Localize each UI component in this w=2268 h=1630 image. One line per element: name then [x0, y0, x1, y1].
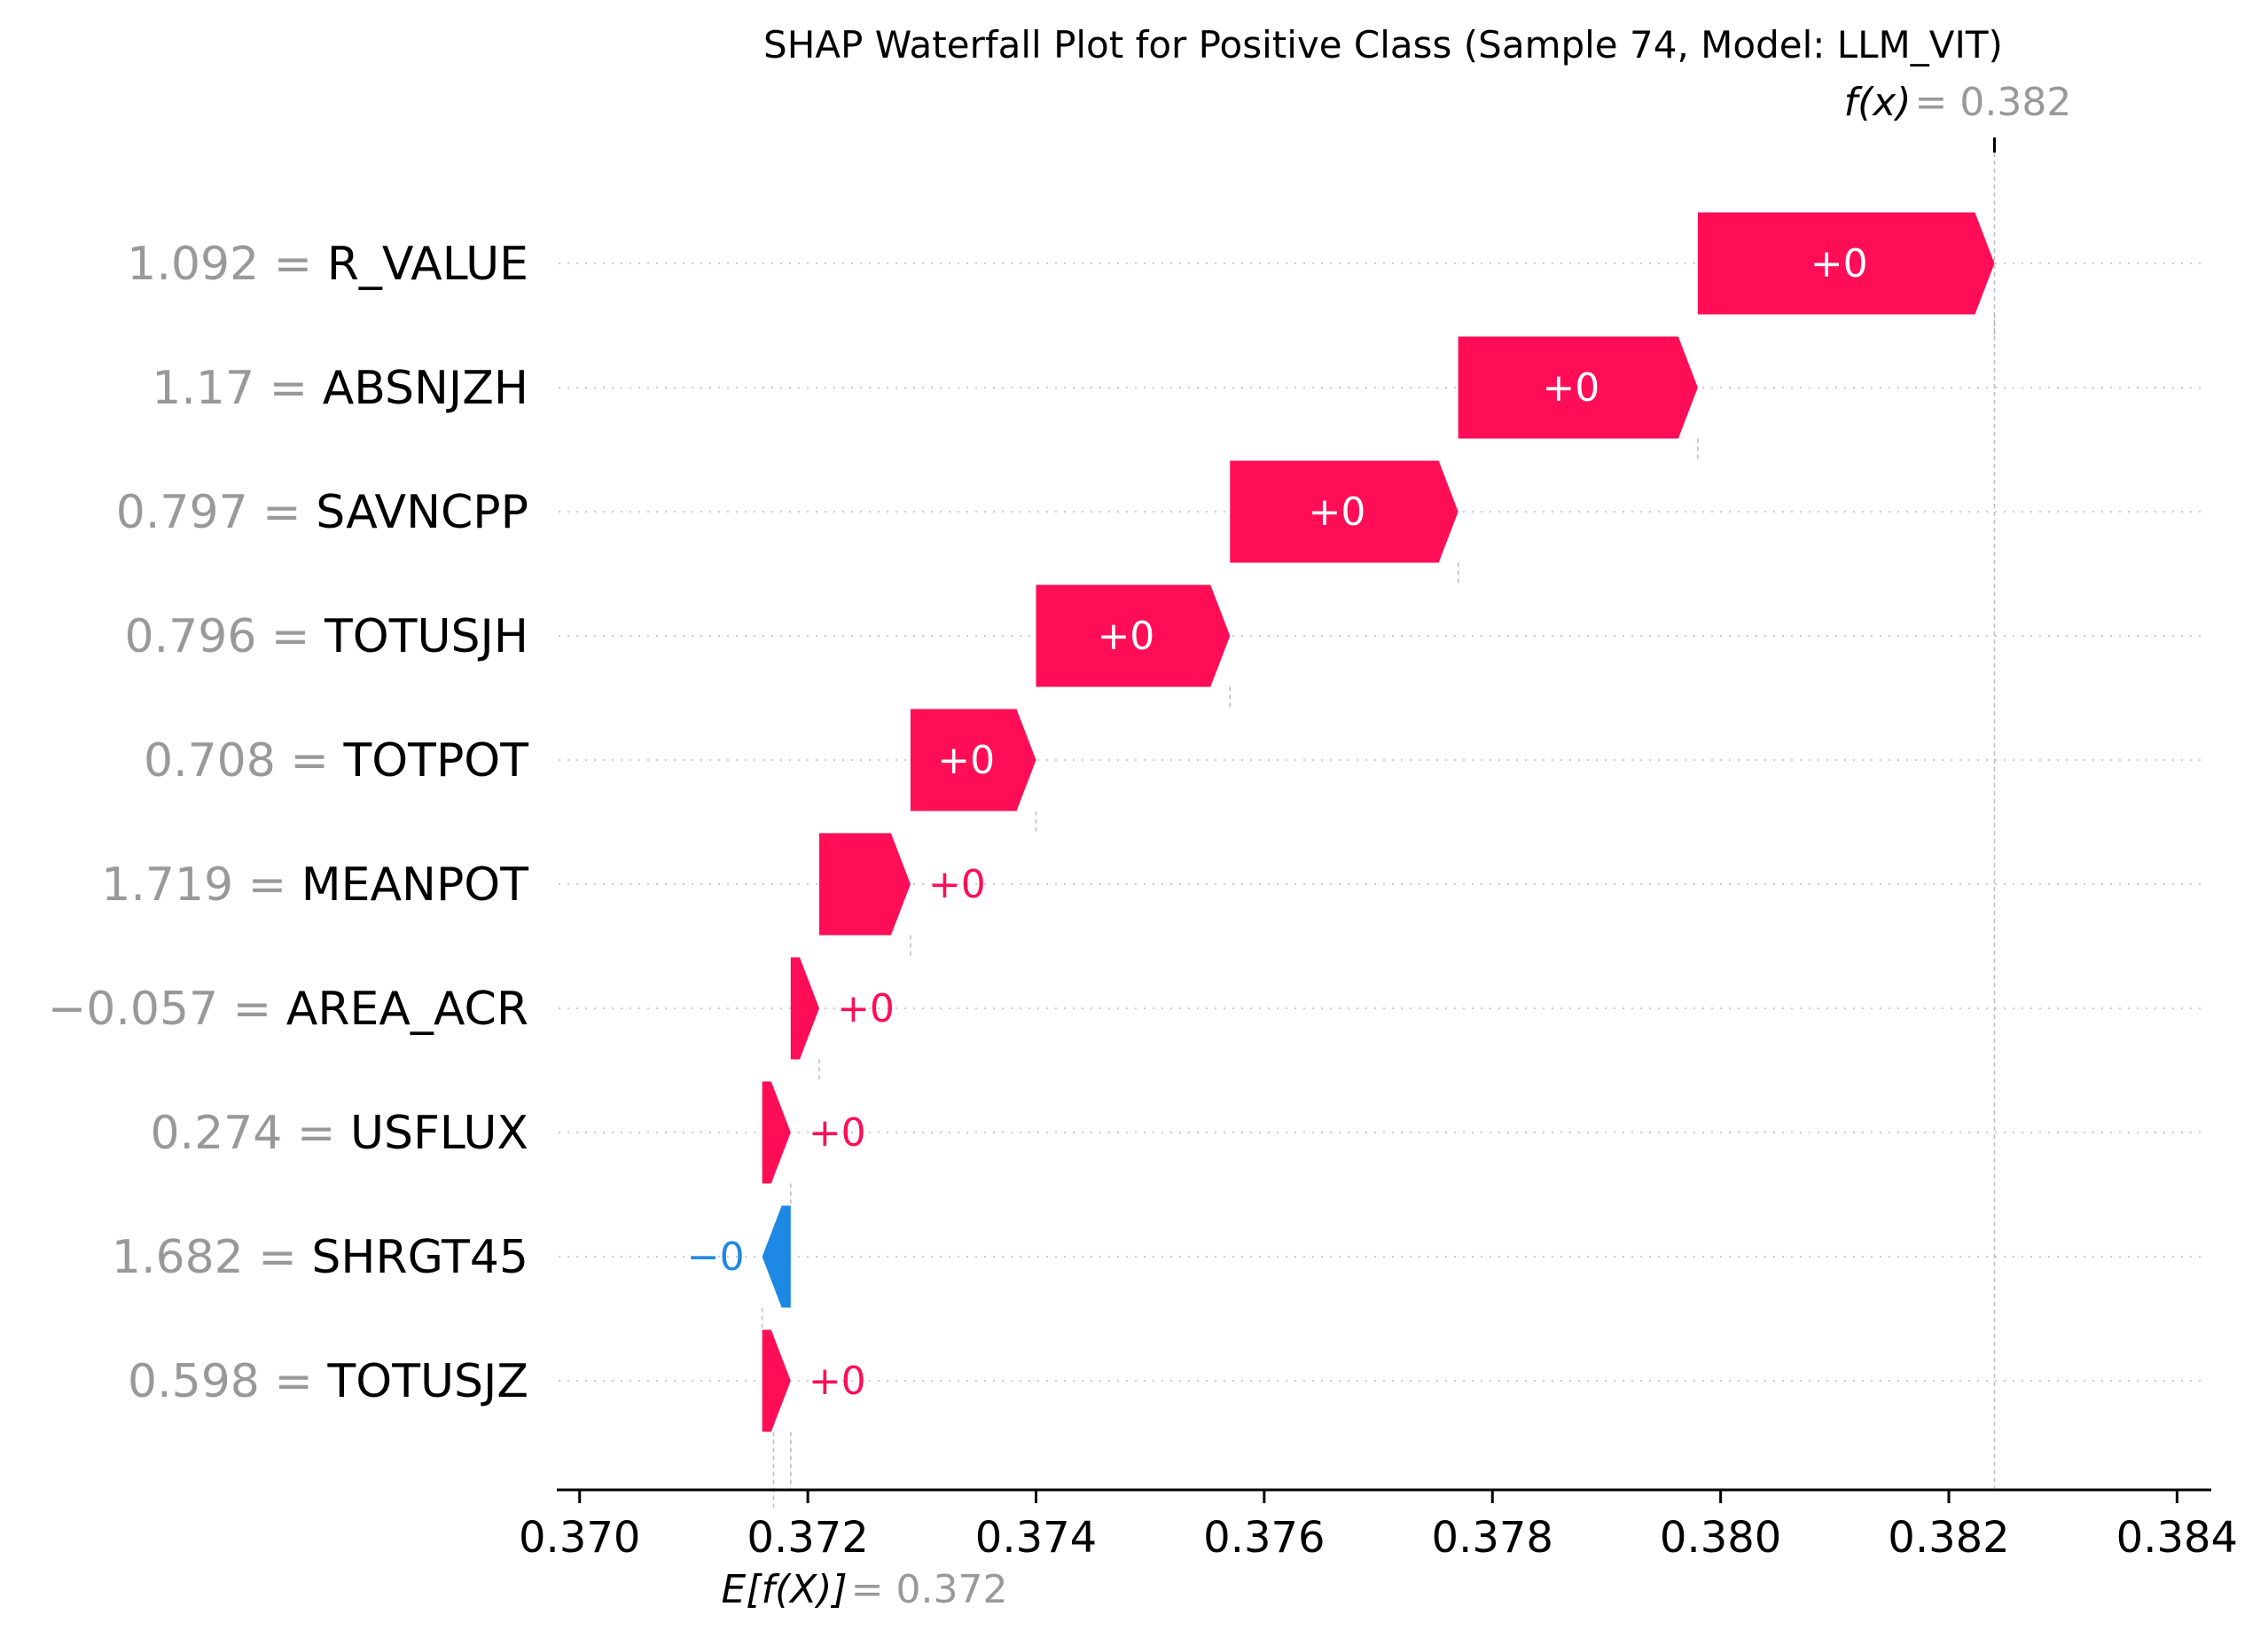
feature-label: 0.274 = USFLUX — [150, 1107, 528, 1160]
feature-label: 0.598 = TOTUSJZ — [128, 1355, 528, 1408]
chart-title: SHAP Waterfall Plot for Positive Class (… — [763, 23, 2003, 67]
feature-label: 1.719 = MEANPOT — [101, 858, 528, 912]
feature-value: 1.719 = — [101, 858, 301, 912]
x-tick-label: 0.384 — [2116, 1513, 2238, 1563]
contribution-bars: +0 +0 +0 +0 +0 +0 +0 +0 −0 +0 — [687, 153, 1996, 1508]
feature-name: MEANPOT — [301, 858, 528, 912]
feature-label: 0.796 = TOTUSJH — [125, 610, 528, 663]
bar-value-label: +0 — [1542, 365, 1599, 411]
feature-value: 1.17 = — [152, 362, 322, 415]
base-value-label: E[f(X)] = 0.372 — [722, 1567, 1008, 1612]
feature-label: 0.708 = TOTPOT — [144, 734, 528, 788]
x-tick-label: 0.376 — [1203, 1513, 1325, 1563]
positive-contribution-bar — [818, 833, 911, 936]
positive-contribution-bar — [762, 1329, 791, 1432]
feature-name: ABSNJZH — [323, 362, 528, 415]
feature-name: TOTUSJZ — [327, 1355, 528, 1408]
x-tick-label: 0.378 — [1432, 1513, 1553, 1563]
positive-contribution-bar — [790, 957, 819, 1060]
x-tick-label: 0.372 — [747, 1513, 868, 1563]
output-label: f(x) — [1844, 80, 1912, 125]
output-value-text: = 0.382 — [1915, 80, 2072, 125]
feature-value: 1.682 = — [112, 1231, 312, 1284]
x-axis: 0.370 0.372 0.374 0.376 0.378 0.380 0.382 0.384 — [519, 1488, 2238, 1563]
base-value-annotation: E[f(X)] = 0.372 — [722, 1567, 1008, 1612]
feature-label: −0.057 = AREA_ACR — [48, 983, 528, 1036]
bar-value-label: +0 — [928, 862, 986, 907]
feature-label: 1.092 = R_VALUE — [127, 238, 528, 291]
feature-label: 0.797 = SAVNCPP — [116, 486, 528, 539]
output-value-annotation: f(x) = 0.382 — [1844, 80, 2072, 153]
feature-value: 0.796 = — [125, 610, 325, 663]
feature-value: 0.708 = — [144, 734, 344, 788]
bar-value-label: −0 — [687, 1234, 745, 1280]
feature-rows: 1.092 = R_VALUE 1.17 = ABSNJZH 0.797 = SAV… — [48, 238, 2208, 1408]
x-tick-label: 0.374 — [975, 1513, 1097, 1563]
negative-contribution-bar — [762, 1205, 791, 1308]
feature-name: AREA_ACR — [286, 983, 528, 1036]
bar-value-label: +0 — [809, 1110, 866, 1156]
feature-name: SHRGT45 — [311, 1231, 528, 1284]
bar-value-label: +0 — [937, 738, 995, 783]
positive-contribution-bar — [1697, 212, 1995, 315]
x-tick-label: 0.380 — [1660, 1513, 1781, 1563]
positive-contribution-bar — [1230, 460, 1459, 563]
bar-value-label: +0 — [809, 1359, 866, 1404]
feature-value: 1.092 = — [127, 238, 327, 291]
feature-label: 1.682 = SHRGT45 — [112, 1231, 528, 1284]
feature-value: 0.797 = — [116, 486, 317, 539]
base-value-text: = 0.372 — [851, 1567, 1008, 1612]
bar-value-label: +0 — [1810, 241, 1868, 286]
x-tick-label: 0.382 — [1888, 1513, 2009, 1563]
feature-name: TOTPOT — [342, 734, 528, 788]
feature-label: 1.17 = ABSNJZH — [152, 362, 528, 415]
positive-contribution-bar — [1458, 336, 1698, 439]
positive-contribution-bar — [1036, 584, 1231, 687]
feature-name: R_VALUE — [327, 238, 528, 291]
bar-value-label: +0 — [1097, 614, 1154, 659]
bar-value-label: +0 — [1309, 490, 1366, 535]
positive-contribution-bar — [762, 1081, 791, 1184]
feature-name: USFLUX — [350, 1107, 528, 1160]
output-value-label: f(x) = 0.382 — [1844, 80, 2072, 125]
feature-name: SAVNCPP — [316, 486, 528, 539]
feature-value: −0.057 = — [48, 983, 286, 1036]
x-tick-label: 0.370 — [519, 1513, 640, 1563]
positive-contribution-bar — [910, 709, 1036, 811]
feature-value: 0.274 = — [150, 1107, 350, 1160]
base-label: E[f(X)] — [722, 1567, 848, 1612]
bar-value-label: +0 — [837, 986, 895, 1031]
feature-name: TOTUSJH — [324, 610, 528, 663]
feature-value: 0.598 = — [128, 1355, 328, 1408]
